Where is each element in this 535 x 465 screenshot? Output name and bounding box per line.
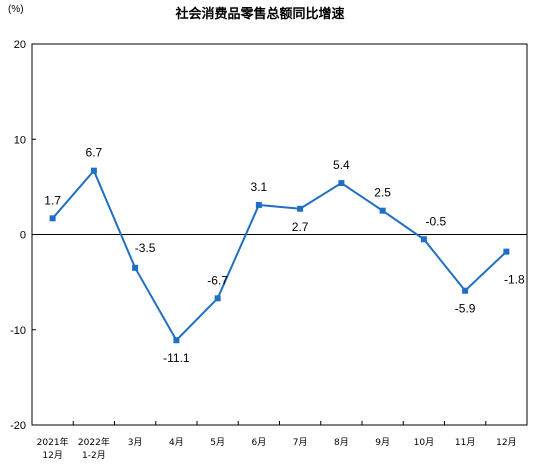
- y-tick-label: -10: [10, 325, 26, 337]
- x-tick-label: 12月: [42, 450, 62, 461]
- data-label: -3.5: [135, 241, 156, 255]
- x-tick-label: 4月: [169, 437, 184, 448]
- data-point: [214, 295, 221, 302]
- data-label: -1.8: [504, 273, 525, 287]
- series-markers: [49, 167, 510, 344]
- data-label: -5.9: [455, 302, 476, 316]
- data-point: [132, 264, 139, 271]
- data-point: [462, 287, 469, 294]
- data-label: -6.7: [207, 273, 228, 287]
- chart-title: 社会消费品零售总额同比增速: [174, 6, 344, 22]
- x-tick-label: 5月: [210, 437, 225, 448]
- x-tick-label: 10月: [414, 437, 434, 448]
- x-tick-label: 6月: [252, 437, 267, 448]
- data-point: [49, 215, 56, 222]
- x-tick-label: 9月: [375, 437, 390, 448]
- x-tick-label: 8月: [334, 437, 349, 448]
- data-point: [503, 248, 510, 255]
- data-label: 2.5: [374, 186, 391, 200]
- x-tick-label: 3月: [128, 437, 143, 448]
- data-label: -0.5: [426, 214, 447, 228]
- y-tick-label: 20: [14, 39, 26, 51]
- data-label: 1.7: [44, 193, 61, 207]
- data-point: [297, 205, 304, 212]
- x-tick-label: 12月: [496, 437, 516, 448]
- y-axis: 20 10 0 -10 -20: [10, 39, 36, 432]
- y-tick-label: 10: [14, 134, 26, 146]
- data-label: 2.7: [292, 220, 309, 234]
- y-unit-label: (%): [8, 4, 24, 15]
- data-label: 3.1: [251, 180, 268, 194]
- data-point: [255, 201, 262, 208]
- data-label: 6.7: [86, 146, 103, 160]
- x-tick-label: 11月: [455, 437, 475, 448]
- y-tick-label: 0: [20, 230, 26, 242]
- data-point: [90, 167, 97, 174]
- x-tick-label: 7月: [293, 437, 308, 448]
- y-tick-label: -20: [10, 420, 26, 432]
- data-labels: 1.7 6.7 -3.5 -11.1 -6.7 3.1 2.7 5.4 2.5 -0.5 -5.9 -…: [44, 146, 525, 366]
- series-line: [51, 168, 508, 342]
- x-tick-label: 1-2月: [82, 450, 106, 461]
- x-axis: 2021年 12月 2022年 1-2月 3月 4月 5月 6月 7月 8月 9月 10月 11月 12月: [37, 421, 517, 461]
- data-point: [379, 207, 386, 214]
- data-point: [420, 236, 427, 243]
- data-label: 5.4: [333, 158, 350, 172]
- x-tick-label: 2022年: [78, 436, 110, 448]
- data-label: -11.1: [163, 351, 190, 365]
- data-point: [338, 180, 345, 187]
- x-tick-label: 2021年: [37, 436, 69, 448]
- data-point: [173, 337, 180, 344]
